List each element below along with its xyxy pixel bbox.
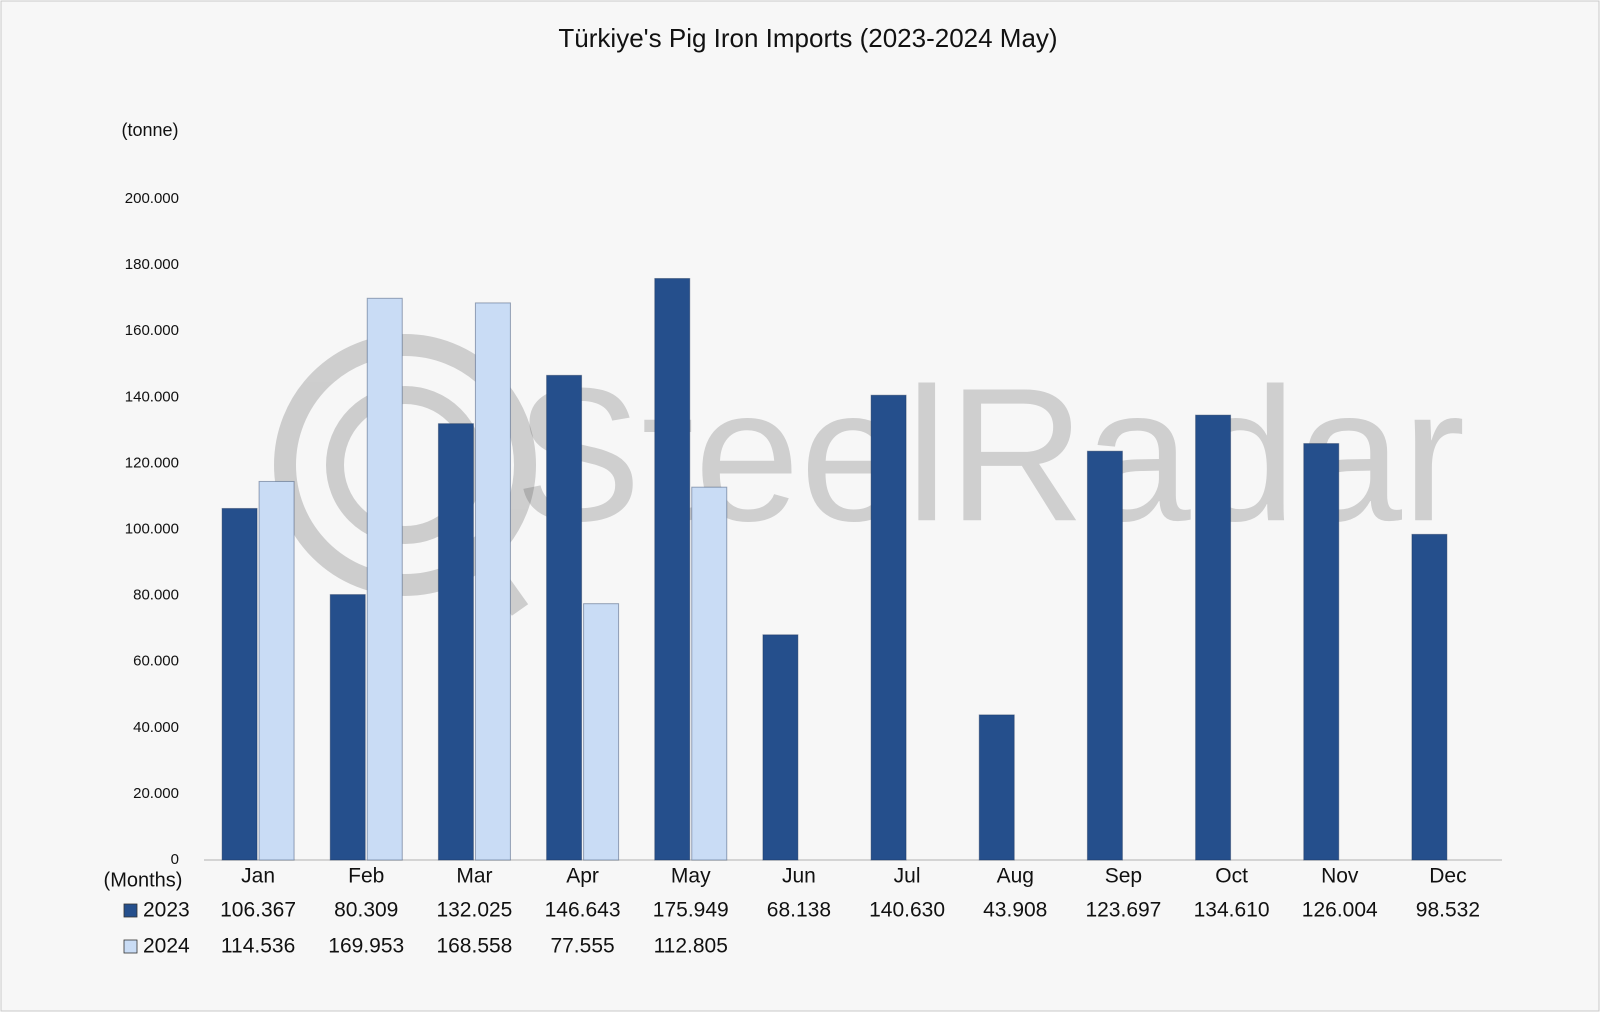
bar	[654, 277, 691, 861]
data-table-value: 168.558	[436, 935, 512, 958]
data-table-value: 106.367	[220, 899, 296, 922]
y-tick-label: 120.000	[125, 454, 179, 471]
bar	[221, 507, 258, 861]
y-tick-label: 100.000	[125, 520, 179, 537]
data-table-value: 146.643	[545, 899, 621, 922]
data-table-value: 140.630	[869, 899, 945, 922]
bar	[978, 714, 1015, 861]
data-table-value: 80.309	[334, 899, 398, 922]
x-tick-label: Jun	[782, 865, 816, 888]
x-tick-label: Nov	[1321, 865, 1359, 888]
legend-label: 2024	[143, 935, 190, 958]
y-tick-label: 80.000	[133, 587, 179, 604]
legend-swatch	[123, 903, 138, 918]
data-table-value: 43.908	[983, 899, 1047, 922]
x-tick-label: Sep	[1105, 865, 1142, 888]
x-tick-label: Jul	[894, 865, 921, 888]
y-tick-label: 0	[171, 851, 179, 868]
x-tick-label: Jan	[241, 865, 275, 888]
x-tick-label: Aug	[997, 865, 1034, 888]
bar	[1303, 443, 1340, 861]
x-tick-label: Feb	[348, 865, 384, 888]
x-tick-label: Dec	[1429, 865, 1466, 888]
y-tick-label: 40.000	[133, 719, 179, 736]
y-tick-label: 200.000	[125, 190, 179, 207]
bar	[258, 480, 295, 861]
x-tick-label: May	[671, 865, 711, 888]
data-table-value: 123.697	[1085, 899, 1161, 922]
data-table-value: 77.555	[550, 935, 614, 958]
watermark-logo	[274, 334, 536, 616]
bar	[691, 486, 728, 861]
data-table-value: 98.532	[1416, 899, 1480, 922]
bar	[1195, 414, 1232, 861]
bar	[474, 302, 511, 861]
bar	[546, 374, 583, 861]
chart-title: Türkiye's Pig Iron Imports (2023-2024 Ma…	[558, 23, 1057, 53]
bar	[870, 394, 907, 861]
legend-swatch	[123, 939, 138, 954]
data-table-value: 169.953	[328, 935, 404, 958]
data-table-value: 134.610	[1194, 899, 1270, 922]
bar	[1411, 533, 1448, 861]
y-tick-label: 160.000	[125, 322, 179, 339]
legend-label: 2023	[143, 899, 190, 922]
bar	[583, 603, 620, 861]
y-tick-label: 60.000	[133, 653, 179, 670]
y-tick-label: 140.000	[125, 388, 179, 405]
data-table-value: 175.949	[653, 899, 729, 922]
bar	[366, 297, 403, 861]
x-tick-label: Apr	[566, 865, 599, 888]
data-table-value: 126.004	[1302, 899, 1378, 922]
y-tick-label: 20.000	[133, 785, 179, 802]
x-tick-label: Mar	[456, 865, 492, 888]
x-axis-label: (Months)	[104, 869, 183, 891]
data-table-value: 132.025	[436, 899, 512, 922]
bar	[1086, 450, 1123, 861]
bar	[437, 423, 474, 861]
y-axis-label: (tonne)	[121, 120, 178, 140]
x-tick-label: Oct	[1215, 865, 1248, 888]
y-tick-label: 180.000	[125, 256, 179, 273]
data-table-value: 112.805	[654, 935, 728, 958]
bar	[762, 634, 799, 861]
bar	[329, 594, 366, 861]
data-table-value: 68.138	[767, 899, 831, 922]
data-table-value: 114.536	[221, 935, 295, 958]
